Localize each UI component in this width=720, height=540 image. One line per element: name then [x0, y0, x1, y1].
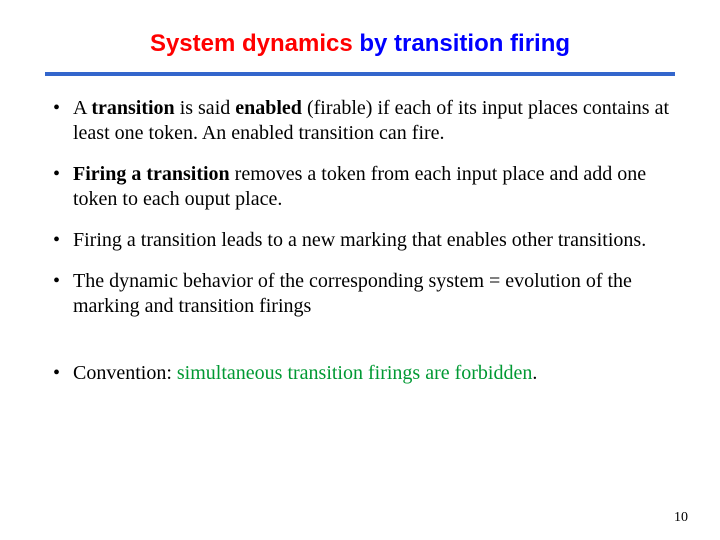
bullet-item: Firing a transition removes a token from… [45, 162, 675, 212]
text: Firing a transition leads to a new marki… [73, 229, 646, 251]
bold-text: enabled [235, 97, 302, 119]
title-blue-part: by transition firing [359, 30, 570, 57]
bullet-item: Firing a transition leads to a new marki… [45, 228, 675, 253]
text: A [73, 97, 91, 119]
text: The dynamic behavior of the correspondin… [73, 270, 632, 317]
bullet-item: Convention: simultaneous transition firi… [45, 361, 675, 386]
title-underline [45, 72, 675, 76]
text: Convention: [73, 362, 177, 384]
bold-text: Firing a transition [73, 163, 230, 185]
bullet-item: A transition is said enabled (firable) i… [45, 96, 675, 146]
green-text: simultaneous transition firings are forb… [177, 362, 532, 384]
slide: System dynamics by transition firing A t… [0, 0, 720, 540]
bold-text: transition [91, 97, 174, 119]
text: is said [175, 97, 236, 119]
bullet-item: The dynamic behavior of the correspondin… [45, 269, 675, 319]
text: . [532, 362, 537, 384]
bullet-list: A transition is said enabled (firable) i… [45, 96, 675, 386]
title-red-part: System dynamics [150, 30, 359, 57]
slide-title: System dynamics by transition firing [45, 30, 675, 58]
page-number: 10 [674, 510, 688, 526]
